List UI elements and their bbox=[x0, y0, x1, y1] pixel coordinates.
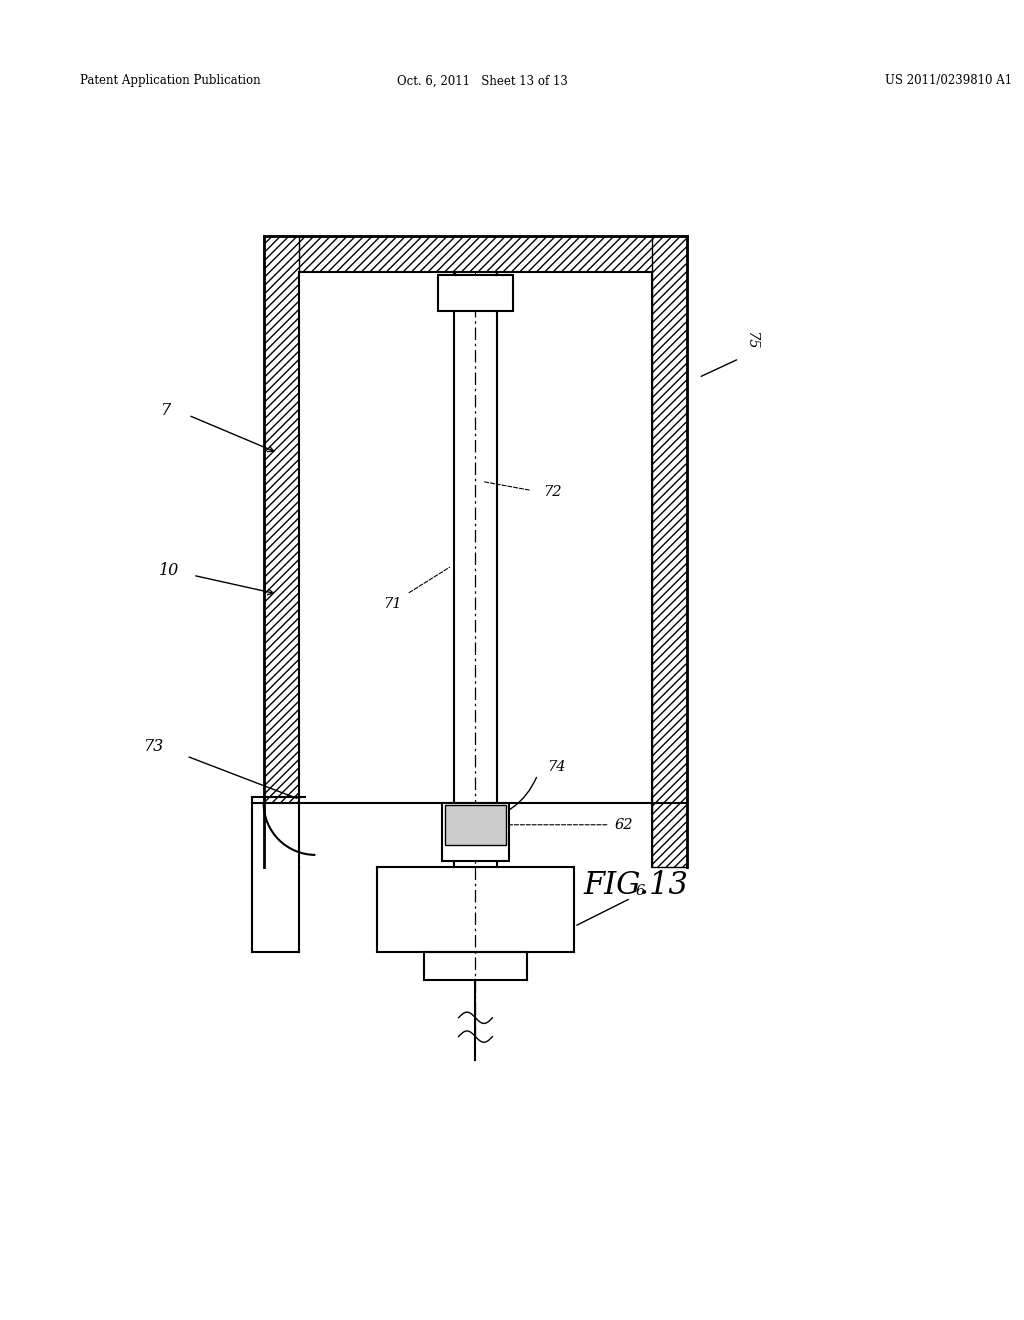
Text: Patent Application Publication: Patent Application Publication bbox=[80, 74, 261, 87]
Bar bbox=[252, 803, 299, 952]
Bar bbox=[299, 272, 651, 867]
Text: 73: 73 bbox=[143, 738, 164, 755]
Text: 71: 71 bbox=[383, 597, 401, 611]
Bar bbox=[263, 236, 687, 272]
Text: Oct. 6, 2011   Sheet 13 of 13: Oct. 6, 2011 Sheet 13 of 13 bbox=[396, 74, 567, 87]
Text: 74: 74 bbox=[547, 760, 565, 775]
Bar bbox=[651, 236, 687, 867]
Text: 10: 10 bbox=[160, 562, 179, 579]
Text: 62: 62 bbox=[614, 818, 633, 832]
Text: 72: 72 bbox=[544, 486, 562, 499]
Text: 75: 75 bbox=[743, 331, 758, 350]
Bar bbox=[441, 803, 509, 862]
Bar bbox=[444, 805, 506, 845]
Bar bbox=[438, 275, 513, 310]
Text: FIG.13: FIG.13 bbox=[584, 870, 688, 902]
Bar bbox=[263, 236, 299, 867]
Text: US 2011/0239810 A1: US 2011/0239810 A1 bbox=[885, 74, 1012, 87]
Text: 7: 7 bbox=[160, 403, 170, 418]
Text: 6: 6 bbox=[636, 883, 645, 898]
